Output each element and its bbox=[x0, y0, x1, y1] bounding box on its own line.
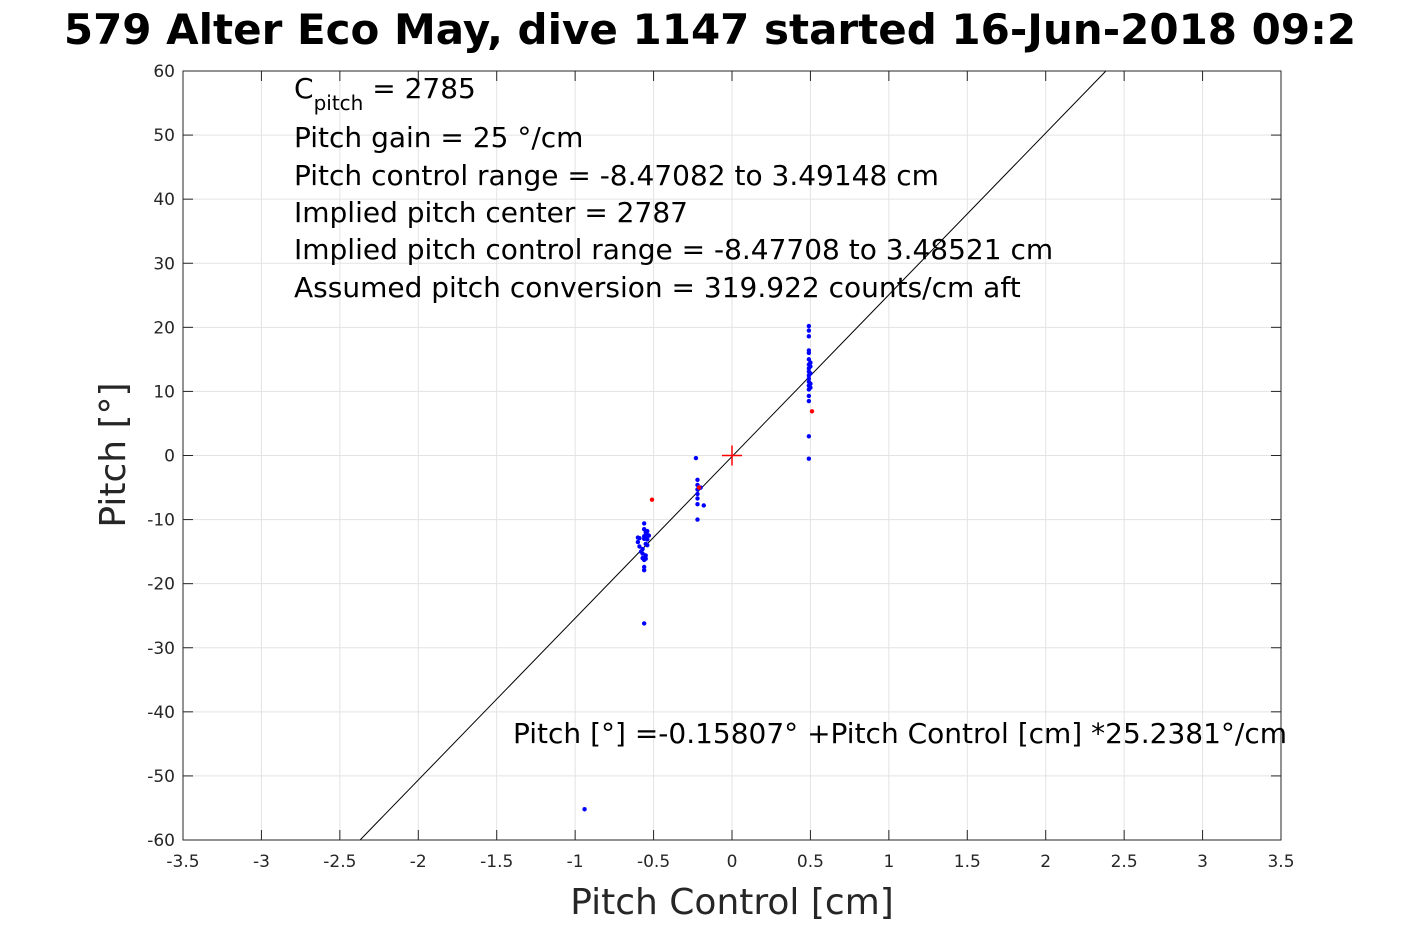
y-tick-label: -50 bbox=[147, 767, 175, 787]
data-point bbox=[806, 323, 812, 329]
data-point bbox=[806, 334, 812, 339]
x-tick-label: 2.5 bbox=[1111, 852, 1138, 872]
y-tick-label: -40 bbox=[147, 703, 175, 723]
data-point bbox=[695, 491, 700, 497]
data-points bbox=[582, 323, 815, 812]
x-tick-label: -2 bbox=[410, 852, 427, 872]
data-point bbox=[645, 528, 650, 534]
data-point bbox=[808, 381, 813, 386]
data-point bbox=[806, 398, 812, 404]
y-tick-label: 0 bbox=[164, 447, 175, 467]
x-tick-label: 1 bbox=[883, 852, 894, 872]
plot-area bbox=[182, 70, 1282, 841]
data-point bbox=[637, 544, 642, 549]
data-point bbox=[695, 477, 700, 483]
annotation-pitch-gain: Pitch gain = 25 °/cm bbox=[294, 121, 583, 154]
x-tick-label: -2.5 bbox=[323, 852, 356, 872]
data-point bbox=[695, 496, 700, 501]
annotation-implied-range: Implied pitch control range = -8.47708 t… bbox=[294, 233, 1053, 266]
data-point bbox=[808, 371, 813, 376]
y-tick-label: 60 bbox=[153, 62, 175, 82]
data-point bbox=[582, 807, 587, 812]
x-tick-label: 2 bbox=[1040, 852, 1051, 872]
annotation-control-range: Pitch control range = -8.47082 to 3.4914… bbox=[294, 159, 939, 192]
center-marker bbox=[722, 445, 742, 466]
y-tick-labels: -60 -50 -40 -30 -20 -10 0 10 20 30 40 50 60 bbox=[147, 62, 175, 851]
x-tick-label: 3.5 bbox=[1267, 852, 1294, 872]
y-tick-label: 40 bbox=[153, 190, 175, 210]
data-point bbox=[693, 455, 699, 461]
data-point bbox=[641, 564, 647, 570]
y-tick-label: -30 bbox=[147, 639, 175, 659]
data-point bbox=[806, 376, 812, 381]
chart-title: 579 Alter Eco May, dive 1147 started 16-… bbox=[64, 5, 1356, 54]
data-point bbox=[806, 328, 812, 333]
data-point bbox=[640, 546, 645, 552]
data-point bbox=[635, 539, 641, 545]
annotation-implied-center: Implied pitch center = 2787 bbox=[294, 196, 688, 229]
x-tick-label: -1 bbox=[567, 852, 584, 872]
data-point bbox=[641, 621, 647, 626]
y-tick-label: 10 bbox=[153, 382, 175, 402]
x-tick-labels: -3.5 -3 -2.5 -2 -1.5 -1 -0.5 0 0.5 1 1.5 2 2.5 3 3.5 bbox=[166, 852, 1294, 872]
plot-border bbox=[182, 70, 1282, 841]
x-tick-label: 1.5 bbox=[954, 852, 981, 872]
annotation-c-pitch: Cpitch = 2785 bbox=[294, 72, 476, 115]
data-point bbox=[806, 393, 812, 399]
c-pitch-subscript: pitch bbox=[314, 91, 364, 115]
data-point bbox=[643, 553, 648, 558]
y-tick-label: -20 bbox=[147, 575, 175, 595]
x-axis-label: Pitch Control [cm] bbox=[570, 882, 894, 923]
tick-marks bbox=[182, 70, 1282, 841]
data-point bbox=[806, 456, 812, 461]
x-tick-label: 0.5 bbox=[797, 852, 824, 872]
c-pitch-main: C bbox=[294, 72, 314, 105]
data-point bbox=[808, 385, 813, 390]
data-point bbox=[643, 556, 648, 561]
annotation-conversion: Assumed pitch conversion = 319.922 count… bbox=[294, 271, 1021, 304]
x-tick-label: -3.5 bbox=[166, 852, 199, 872]
data-point bbox=[701, 503, 706, 508]
y-tick-label: -60 bbox=[147, 831, 175, 851]
y-axis-label: Pitch [°] bbox=[93, 382, 134, 527]
data-point bbox=[645, 543, 650, 548]
data-point bbox=[809, 409, 815, 414]
data-point bbox=[696, 485, 702, 490]
annotation-block: Cpitch = 2785 Pitch gain = 25 °/cm Pitch… bbox=[294, 72, 1287, 750]
data-point bbox=[806, 348, 812, 353]
x-tick-label: 3 bbox=[1197, 852, 1208, 872]
fit-equation: Pitch [°] =-0.15807° +Pitch Control [cm]… bbox=[513, 717, 1287, 750]
y-tick-label: 20 bbox=[153, 318, 175, 338]
y-tick-label: 50 bbox=[153, 126, 175, 146]
data-point bbox=[808, 364, 813, 369]
y-tick-label: -10 bbox=[147, 511, 175, 531]
data-point bbox=[643, 535, 648, 541]
data-point bbox=[806, 434, 812, 439]
c-pitch-value: = 2785 bbox=[363, 72, 476, 105]
data-point bbox=[641, 521, 647, 526]
data-point bbox=[695, 502, 700, 507]
x-tick-label: 0 bbox=[727, 852, 738, 872]
x-tick-label: -1.5 bbox=[480, 852, 513, 872]
x-tick-label: -3 bbox=[253, 852, 270, 872]
data-point bbox=[641, 568, 647, 573]
x-tick-label: -0.5 bbox=[637, 852, 670, 872]
data-point bbox=[646, 533, 652, 538]
y-tick-label: 30 bbox=[153, 254, 175, 274]
data-point bbox=[649, 497, 655, 502]
data-point bbox=[637, 535, 642, 541]
data-point bbox=[695, 517, 700, 522]
data-point bbox=[808, 360, 813, 365]
